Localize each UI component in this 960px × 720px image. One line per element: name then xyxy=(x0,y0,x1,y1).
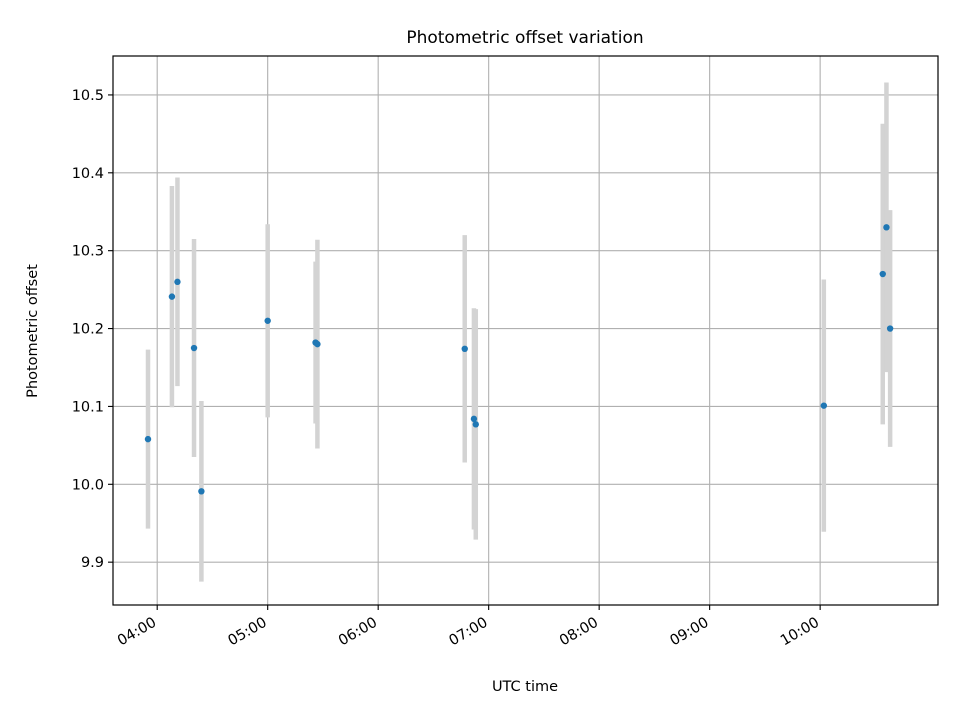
chart-title: Photometric offset variation xyxy=(406,28,643,48)
data-point xyxy=(879,270,886,278)
y-tick-label: 10.1 xyxy=(72,399,104,415)
data-point xyxy=(168,293,176,300)
y-tick-label: 10.4 xyxy=(72,166,104,182)
y-tick-label: 10.5 xyxy=(72,88,104,104)
data-point xyxy=(886,325,894,332)
plot-frame xyxy=(112,55,939,606)
y-tick-label: 9.9 xyxy=(81,555,104,571)
grid xyxy=(113,56,938,605)
data-point xyxy=(472,421,479,428)
x-axis-label: UTC time xyxy=(492,679,558,695)
y-tick-label: 10.3 xyxy=(72,244,104,260)
data-point xyxy=(144,435,152,443)
data-points xyxy=(144,224,894,495)
y-tick-label: 10.0 xyxy=(72,477,104,493)
data-point xyxy=(470,415,478,423)
data-point xyxy=(190,344,198,352)
data-point xyxy=(198,488,205,495)
data-point xyxy=(461,345,468,352)
data-point xyxy=(264,317,271,324)
data-point xyxy=(174,278,181,286)
y-axis: 9.9 10.0 10.1 10.2 10.3 10.4 10.5 xyxy=(72,88,113,571)
data-point xyxy=(314,340,321,348)
y-axis-label: Photometric offset xyxy=(25,264,41,398)
y-tick-label: 10.2 xyxy=(72,322,104,338)
data-point xyxy=(883,224,890,231)
data-point xyxy=(820,402,828,409)
